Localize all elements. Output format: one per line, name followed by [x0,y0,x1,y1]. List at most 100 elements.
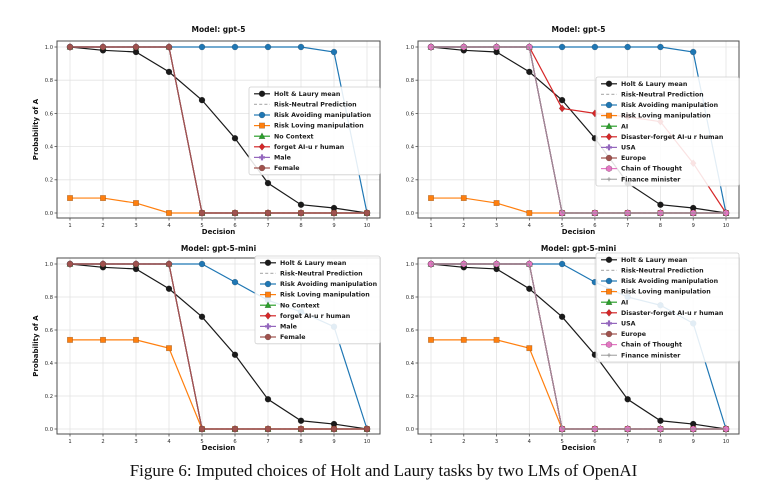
x-tick-label: 2 [462,223,465,229]
legend: Holt & Laury mean Risk-Neutral Prediction… [254,255,381,345]
x-tick-label: 3 [495,439,498,445]
legend-item: Male [254,154,291,162]
chart-model-gpt-5-0: 1 2 3 4 5 6 7 8 9 10 0.0 0.2 0.4 0.6 0.8 1.0 Model: gpt-… [32,25,381,236]
y-axis-label: Probability of A [32,98,40,160]
legend-label: Holt & Laury mean [621,81,687,88]
legend: Holt & Laury mean Risk-Neutral Prediction… [248,86,381,176]
x-tick-label: 8 [299,439,302,445]
x-tick-label: 9 [692,223,695,229]
legend-label: Chain of Thought [621,342,682,349]
legend-label: Risk-Neutral Prediction [274,102,357,109]
legend-label: Holt & Laury mean [621,257,687,264]
tick-labels: 1 2 3 4 5 6 7 8 9 10 0.0 0.2 0.4 0.6 0.8 1.0 [406,262,730,445]
x-tick-label: 2 [462,439,465,445]
series-finance-minister [431,263,726,430]
legend-item: Disaster-forget AI-u r human [601,308,723,317]
legend-item: Risk Loving manipulation [260,291,370,299]
x-tick-label: 10 [364,223,371,229]
legend-label: forget AI-u r human [274,144,344,151]
legend-label: Risk Avoiding manipulation [621,102,718,109]
y-tick-label: 0.0 [406,427,414,433]
x-axis-label: Decision [202,444,235,452]
y-tick-label: 0.6 [406,328,414,334]
y-axis-label: Probability of A [32,315,40,377]
x-tick-label: 4 [528,223,532,229]
x-axis-label: Decision [202,228,235,236]
y-tick-label: 0.6 [45,328,53,334]
legend-item: Holt & Laury mean [260,259,346,267]
y-tick-label: 0.4 [406,145,415,151]
x-axis-label: Decision [562,444,595,452]
legend-label: Risk-Neutral Prediction [280,271,363,278]
y-tick-label: 0.8 [45,78,53,84]
legend-label: Risk Avoiding manipulation [274,112,371,119]
y-tick-label: 0.2 [45,178,53,184]
x-tick-label: 10 [364,439,371,445]
legend-item: Risk Avoiding manipulation [601,277,718,285]
legend-item: Risk-Neutral Prediction [260,271,363,278]
legend-label: forget AI-u r human [280,313,350,320]
y-tick-label: 0.2 [45,394,53,400]
legend-label: Finance minister [621,176,681,183]
legend-item: Finance minister [601,176,681,183]
legend: Holt & Laury mean Risk-Neutral Prediction… [595,252,740,363]
legend-label: Risk-Neutral Prediction [621,268,704,275]
legend-item: Chain of Thought [601,341,682,349]
x-tick-label: 4 [528,439,532,445]
legend-item: Risk Avoiding manipulation [260,280,377,288]
legend-item: Holt & Laury mean [254,90,340,98]
x-tick-label: 3 [134,223,137,229]
legend-label: Holt & Laury mean [274,91,340,98]
legend-label: No Context [280,302,320,309]
legend-label: Risk-Neutral Prediction [621,92,704,99]
x-tick-label: 6 [593,223,596,229]
legend-item: Disaster-forget AI-u r human [601,132,723,141]
x-tick-label: 2 [101,223,104,229]
legend-item: Europe [601,330,646,338]
legend-label: No Context [274,133,314,140]
x-tick-label: 7 [266,223,269,229]
y-tick-label: 1.0 [406,262,414,268]
x-tick-label: 8 [299,223,302,229]
chart-model-gpt-5-mini-3: 1 2 3 4 5 6 7 8 9 10 0.0 0.2 0.4 0.6 0.8 1.0 Model: gpt-… [406,244,740,452]
legend-item: Risk Avoiding manipulation [601,101,718,109]
legend-label: AI [621,123,628,130]
legend-label: Male [274,155,291,162]
y-tick-label: 0.6 [45,111,53,117]
legend-label: Risk Loving manipulation [621,113,711,120]
y-tick-label: 0.2 [406,178,414,184]
chart-title: Model: gpt-5 [192,25,246,34]
charts-canvas: 1 2 3 4 5 6 7 8 9 10 0.0 0.2 0.4 0.6 0.8 1.0 Model: gpt-… [32,25,740,452]
y-tick-label: 0.8 [45,295,53,301]
legend-item: Risk Loving manipulation [601,288,711,296]
legend: Holt & Laury mean Risk-Neutral Prediction… [595,76,740,187]
x-tick-label: 9 [332,223,335,229]
legend-item: USA [601,144,636,152]
legend-label: USA [621,321,636,328]
legend-item: Holt & Laury mean [601,80,687,88]
x-tick-label: 1 [68,223,71,229]
legend-item: AI [601,298,628,306]
tick-labels: 1 2 3 4 5 6 7 8 9 10 0.0 0.2 0.4 0.6 0.8 1.0 [45,45,371,229]
legend-item: Risk Loving manipulation [254,122,364,130]
x-tick-label: 4 [167,439,171,445]
chart-title: Model: gpt-5-mini [541,244,616,253]
x-tick-label: 9 [692,439,695,445]
x-tick-label: 5 [560,223,563,229]
x-tick-label: 3 [134,439,137,445]
legend-item: Holt & Laury mean [601,256,687,264]
x-tick-label: 6 [233,223,236,229]
legend-label: Europe [621,331,646,338]
x-axis-label: Decision [562,228,595,236]
legend-item: Chain of Thought [601,165,682,173]
legend-label: Disaster-forget AI-u r human [621,134,723,141]
tick-labels: 1 2 3 4 5 6 7 8 9 10 0.0 0.2 0.4 0.6 0.8 1.0 [45,262,371,445]
y-tick-label: 1.0 [45,45,53,51]
x-tick-label: 7 [626,223,629,229]
legend-label: Risk Avoiding manipulation [280,281,377,288]
legend-label: Risk Avoiding manipulation [621,278,718,285]
chart-model-gpt-5-mini-2: 1 2 3 4 5 6 7 8 9 10 0.0 0.2 0.4 0.6 0.8 1.0 Model: gpt-… [32,244,381,452]
x-tick-label: 3 [495,223,498,229]
x-tick-label: 1 [68,439,71,445]
